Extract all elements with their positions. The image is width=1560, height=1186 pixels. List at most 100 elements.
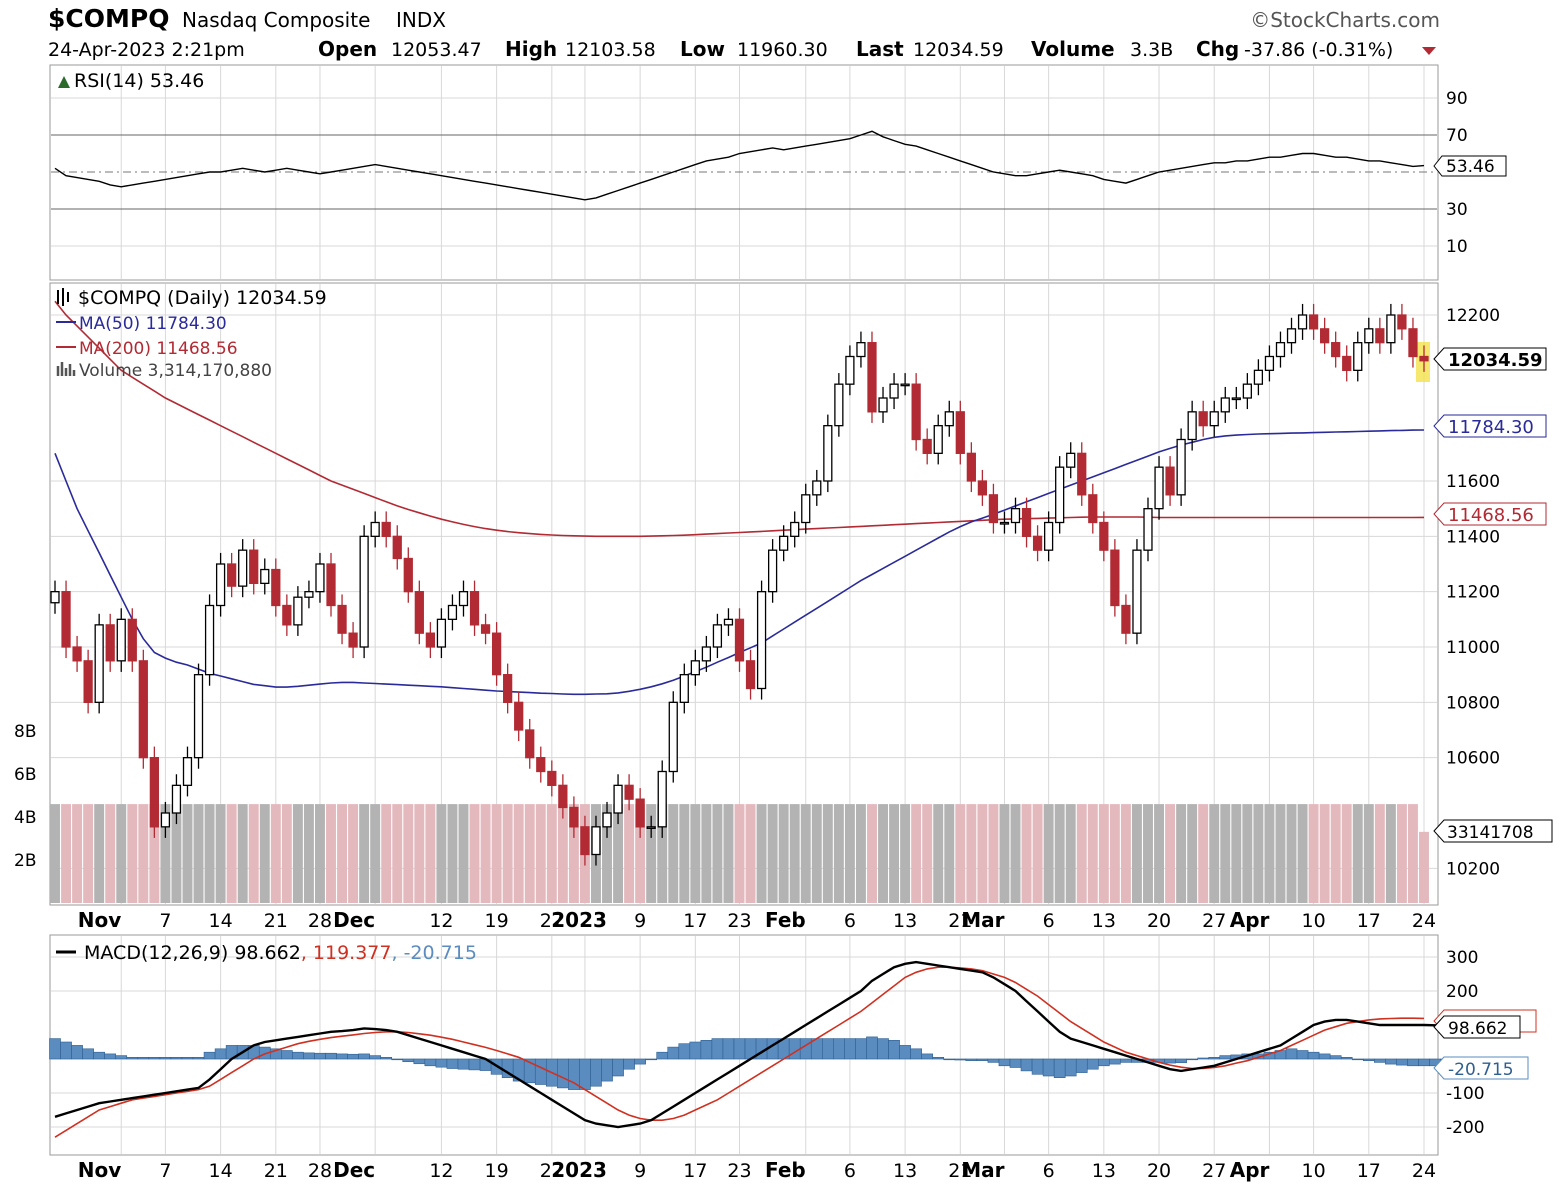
candle xyxy=(889,373,899,410)
histogram-bar xyxy=(998,1058,1011,1067)
histogram-bar xyxy=(822,1038,834,1060)
histogram-bar xyxy=(446,1058,459,1069)
candle-body xyxy=(1242,383,1252,399)
histogram-bar xyxy=(557,1058,569,1089)
candle xyxy=(193,663,204,769)
candle xyxy=(1253,359,1264,396)
volume-bar xyxy=(679,804,690,903)
candle-body xyxy=(602,812,612,828)
candle-body xyxy=(1342,355,1352,371)
histogram-bar xyxy=(214,1048,227,1060)
candle-body xyxy=(834,383,844,427)
volume-bar xyxy=(988,804,999,903)
volume-bar xyxy=(889,804,900,903)
histogram-bar xyxy=(1164,1058,1176,1064)
candle-body xyxy=(436,618,447,648)
candle-body xyxy=(988,494,999,524)
volume-bar xyxy=(149,804,160,903)
volume-bar xyxy=(1341,804,1352,903)
low-label: Low xyxy=(680,37,725,61)
candle-body xyxy=(514,701,524,731)
volume-bar xyxy=(436,804,447,903)
candle xyxy=(392,525,402,570)
high-label: High xyxy=(505,37,557,61)
candle xyxy=(1143,497,1153,562)
x-tick-label: Nov xyxy=(78,1158,122,1182)
candle-body xyxy=(337,604,347,634)
x-tick-label: Dec xyxy=(333,908,375,932)
volume-bar xyxy=(1419,831,1429,903)
candle-body xyxy=(525,729,535,759)
open-value: 12053.47 xyxy=(391,39,482,61)
volume-bar xyxy=(800,804,811,903)
histogram-bar xyxy=(358,1053,370,1060)
x-tick-label: 7 xyxy=(159,910,171,932)
volume-bar xyxy=(94,804,105,903)
volume-bar xyxy=(867,804,877,903)
candle-body xyxy=(547,770,557,786)
volume-bar xyxy=(844,804,855,903)
candle-body xyxy=(1198,411,1208,427)
volume-bar xyxy=(1176,804,1187,903)
x-tick-label: 28 xyxy=(308,910,332,932)
volume-tag: 33141708 xyxy=(1433,819,1553,843)
candle xyxy=(900,373,910,396)
candle-body xyxy=(1077,452,1087,496)
candle xyxy=(1198,400,1208,437)
candle xyxy=(602,801,612,838)
candle-body xyxy=(94,624,104,703)
price-tick-label: 11200 xyxy=(1446,583,1500,603)
histogram-bar xyxy=(402,1058,415,1063)
candle xyxy=(1286,317,1297,354)
volume-bar xyxy=(1385,804,1396,903)
candle xyxy=(403,547,413,603)
volume-bar xyxy=(182,804,193,903)
volume-bar xyxy=(1209,804,1220,903)
candle xyxy=(580,815,590,866)
candle xyxy=(1320,317,1330,354)
volume-bar xyxy=(215,804,226,903)
candle xyxy=(558,774,568,819)
histogram-bar xyxy=(380,1057,393,1060)
histogram-bar xyxy=(104,1053,117,1060)
candle xyxy=(227,552,237,598)
histogram-bar xyxy=(1053,1058,1066,1079)
volume-bar xyxy=(61,804,72,903)
candle-body xyxy=(569,806,579,828)
volume-bar xyxy=(1363,804,1374,903)
candle xyxy=(1021,497,1032,548)
brand-logo: ©StockCharts.com xyxy=(1250,8,1440,32)
candle xyxy=(779,525,789,562)
candle-body xyxy=(1055,466,1065,524)
candle xyxy=(61,580,71,659)
candle xyxy=(326,552,336,617)
x-tick-label: 21 xyxy=(948,1160,972,1182)
candle xyxy=(536,746,546,783)
candle-body xyxy=(215,563,226,607)
rsi-tick-label: 10 xyxy=(1446,237,1468,257)
macd-tick-label: -100 xyxy=(1446,1084,1485,1104)
high-value: 12103.58 xyxy=(565,39,656,61)
candle xyxy=(458,580,469,617)
candle-body xyxy=(1032,535,1043,551)
svg-text:53.46: 53.46 xyxy=(1446,157,1495,177)
histogram-bar xyxy=(347,1053,359,1060)
volume-bar xyxy=(1098,804,1109,903)
last-label: Last xyxy=(856,37,904,61)
histogram-bar xyxy=(711,1038,724,1060)
histogram-bar xyxy=(192,1057,205,1060)
histogram-bar xyxy=(1307,1051,1320,1060)
candle-body xyxy=(856,342,866,358)
volume-bar xyxy=(712,804,723,903)
candle xyxy=(812,469,822,506)
histogram-bar xyxy=(987,1058,1000,1063)
price-tick-label: 11400 xyxy=(1446,527,1500,547)
candle-body xyxy=(348,632,358,648)
volume-bar xyxy=(1109,804,1120,903)
volume-bar xyxy=(822,804,833,903)
x-tick-label: 10 xyxy=(1302,1160,1326,1182)
volume-bar xyxy=(1330,804,1341,903)
histogram-bar xyxy=(1042,1058,1055,1077)
candle xyxy=(977,469,988,506)
